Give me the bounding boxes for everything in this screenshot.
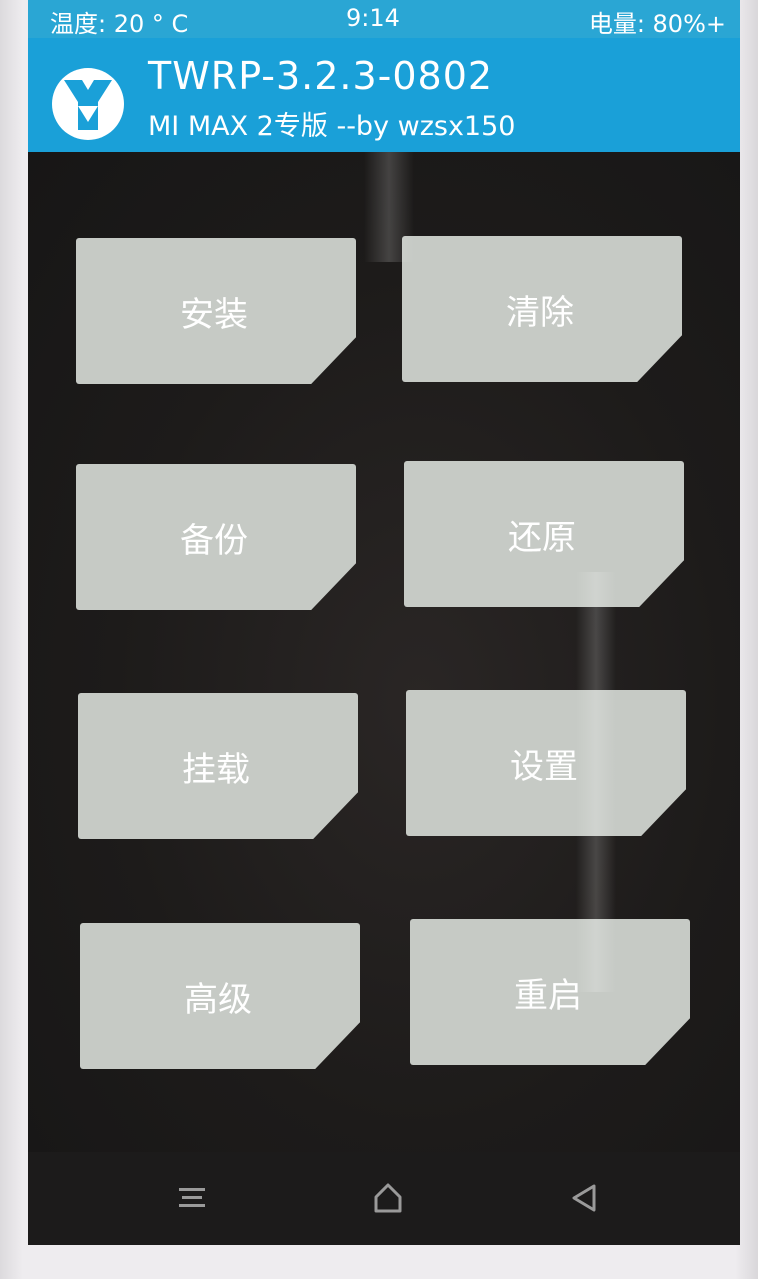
status-bar: 温度: 20 ° C 9:14 电量: 80%+ [28,0,740,38]
navigation-bar [28,1152,740,1245]
app-header: TWRP-3.2.3-0802 MI MAX 2专版 --by wzsx150 [28,38,740,152]
settings-button[interactable]: 设置 [406,690,686,836]
page-subtitle: MI MAX 2专版 --by wzsx150 [148,111,516,142]
reboot-button[interactable]: 重启 [410,919,690,1065]
mount-button[interactable]: 挂载 [78,693,358,839]
main-menu: 安装 清除 备份 还原 挂载 设置 高级 重启 [28,152,740,1152]
battery-readout: 电量: 80%+ [588,10,726,38]
wipe-button[interactable]: 清除 [402,236,682,382]
backup-label: 备份 [180,520,248,561]
home-icon[interactable] [366,1176,410,1220]
restore-label: 还原 [508,517,576,558]
install-button[interactable]: 安装 [76,238,356,384]
clock: 9:14 [346,4,400,32]
wipe-label: 清除 [506,292,574,333]
reboot-label: 重启 [514,975,582,1016]
backup-button[interactable]: 备份 [76,464,356,610]
advanced-button[interactable]: 高级 [80,923,360,1069]
temperature-readout: 温度: 20 ° C [50,10,189,38]
settings-label: 设置 [510,746,578,787]
menu-lines-icon[interactable] [170,1176,214,1220]
advanced-label: 高级 [184,979,252,1020]
restore-button[interactable]: 还原 [404,461,684,607]
install-label: 安装 [180,294,248,335]
screen: 温度: 20 ° C 9:14 电量: 80%+ TWRP-3.2.3-0802… [28,0,740,1245]
back-triangle-icon[interactable] [562,1176,606,1220]
page-title: TWRP-3.2.3-0802 [148,54,494,98]
mount-label: 挂载 [182,749,250,790]
twrp-logo-icon [52,68,124,140]
